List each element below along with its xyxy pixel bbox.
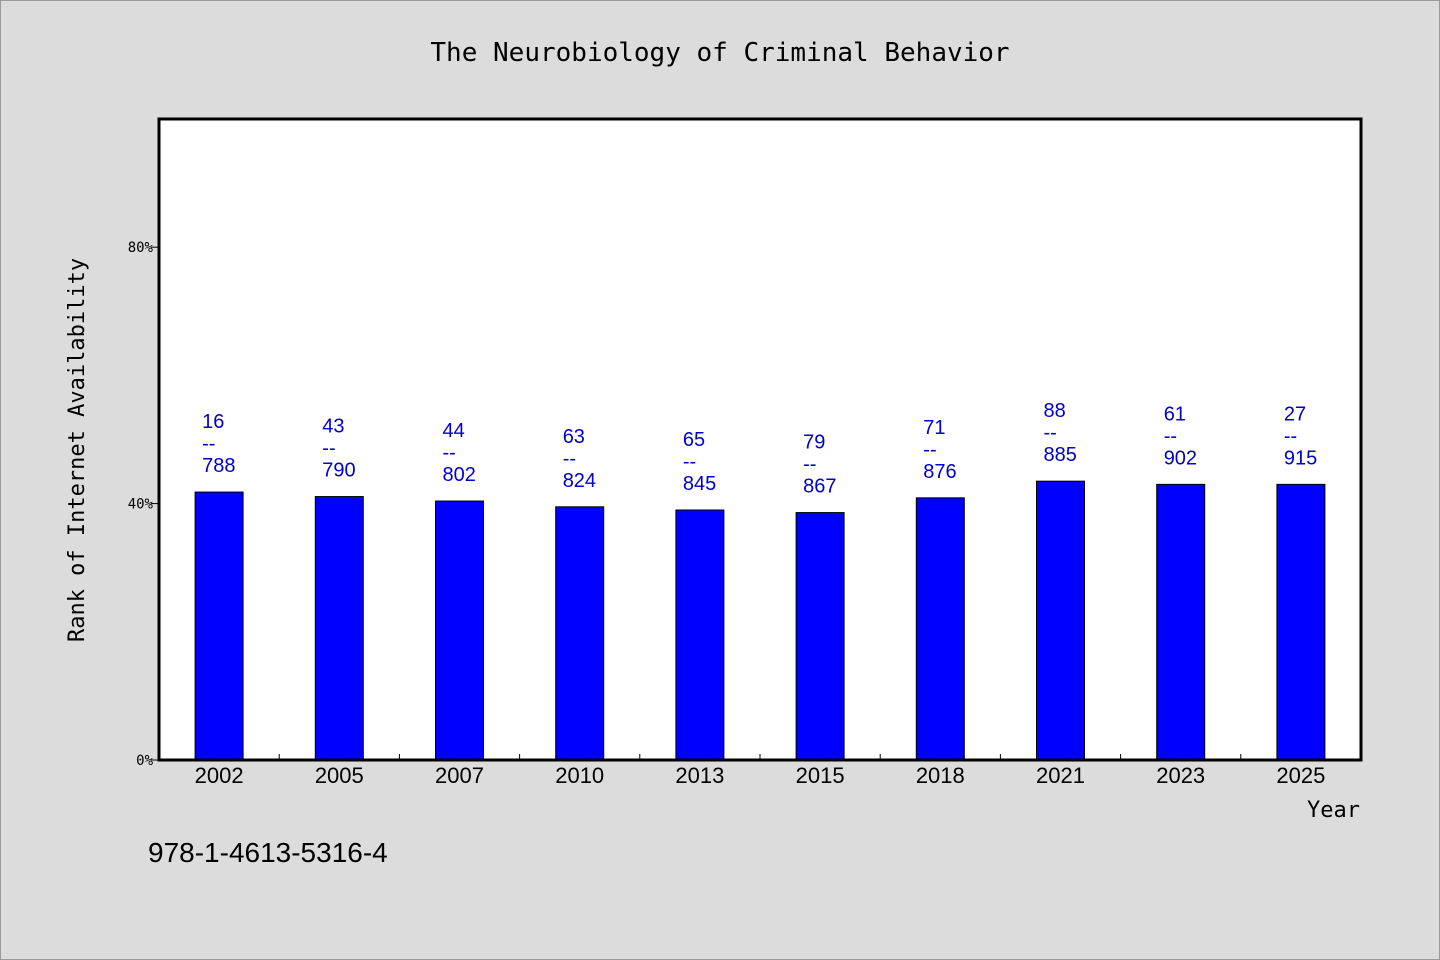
x-tick-label: 2018 (916, 763, 965, 788)
data-label-sep: -- (1044, 422, 1057, 444)
data-label-top: 27 (1284, 403, 1306, 425)
data-label-bottom: 885 (1044, 444, 1077, 466)
y-tick-label: 40% (128, 497, 154, 513)
data-label-bottom: 902 (1164, 447, 1197, 469)
data-label-sep: -- (1284, 425, 1297, 447)
bar-2002 (194, 491, 244, 761)
x-tick-label: 2023 (1156, 763, 1205, 788)
bar-2018 (915, 497, 965, 761)
bar-2023 (1156, 483, 1206, 761)
data-label-sep: -- (202, 433, 215, 455)
data-labels-layer: 16--78843--79044--80263--82465--84579--8… (202, 400, 1317, 497)
x-tick-label: 2025 (1276, 763, 1325, 788)
bars-layer (194, 480, 1326, 761)
y-axis-label: Rank of Internet Availability (65, 258, 90, 642)
data-label-bottom: 915 (1284, 447, 1317, 469)
data-label-bottom: 824 (563, 470, 596, 492)
data-label-sep: -- (1164, 425, 1177, 447)
data-label-bottom: 845 (683, 473, 716, 495)
data-label-bottom: 788 (202, 455, 235, 477)
data-label-sep: -- (443, 442, 456, 464)
x-axis-label: Year (1307, 798, 1360, 823)
bar-2007 (435, 500, 484, 761)
plot-border (157, 117, 1363, 762)
x-tick-label: 2015 (796, 763, 845, 788)
data-label-top: 43 (322, 416, 344, 438)
data-label-top: 44 (443, 420, 465, 442)
bar-2021 (1036, 480, 1085, 761)
data-label-sep: -- (923, 439, 936, 461)
data-label-top: 79 (803, 432, 825, 454)
data-label-sep: -- (322, 438, 335, 460)
data-label-top: 61 (1164, 403, 1186, 425)
bar-2015 (795, 512, 845, 761)
data-label-top: 16 (202, 411, 224, 433)
data-label-top: 71 (923, 417, 945, 439)
data-label-bottom: 867 (803, 476, 836, 498)
data-label-bottom: 790 (322, 460, 355, 482)
data-label-bottom: 802 (443, 464, 476, 486)
x-tick-label: 2005 (315, 763, 364, 788)
y-tick-label: 0% (136, 753, 153, 769)
x-tick-label: 2010 (555, 763, 604, 788)
y-tick-label: 80% (128, 240, 154, 256)
bar-2005 (314, 496, 364, 761)
bar-2025 (1276, 483, 1326, 761)
data-label-bottom: 876 (923, 461, 956, 483)
x-tick-label: 2021 (1036, 763, 1085, 788)
x-tick-label: 2013 (675, 763, 724, 788)
data-label-sep: -- (563, 448, 576, 470)
x-tick-label: 2007 (435, 763, 484, 788)
isbn-text: 978-1-4613-5316-4 (148, 837, 388, 868)
data-label-top: 88 (1044, 400, 1066, 422)
data-label-top: 65 (683, 429, 705, 451)
ticks-layer: 2002 2005 2007 2010 2013 2015 2018 2021 2023 2025… (128, 240, 1326, 788)
chart-title: The Neurobiology of Criminal Behavior (430, 38, 1009, 68)
x-tick-label: 2002 (195, 763, 244, 788)
data-label-top: 63 (563, 426, 585, 448)
data-label-sep: -- (683, 451, 696, 473)
data-label-sep: -- (803, 454, 816, 476)
bar-2010 (555, 506, 605, 761)
bar-2013 (675, 509, 725, 761)
